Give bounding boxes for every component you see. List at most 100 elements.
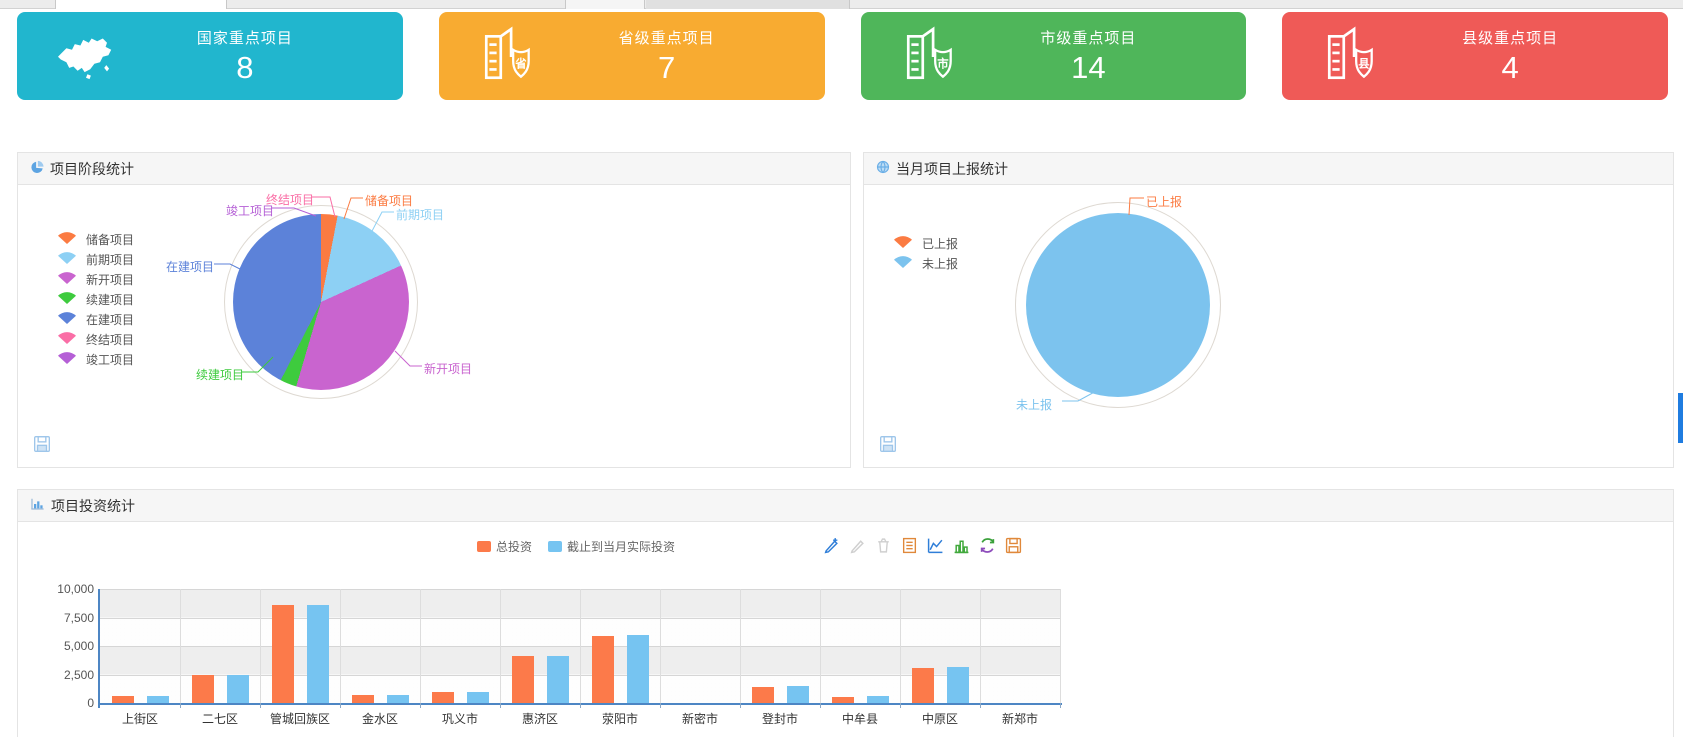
bar-total[interactable] [831, 696, 854, 703]
browser-tab-strip[interactable] [0, 0, 1683, 9]
grid-vline [980, 589, 981, 703]
bar-actual[interactable] [946, 667, 969, 703]
legend-item[interactable]: 终结项目 [56, 329, 134, 349]
bar-total[interactable] [191, 674, 214, 703]
legend-marker-fan-icon [56, 231, 78, 247]
stat-card-text: 市级重点项目 14 [861, 27, 1247, 86]
stat-card-value: 14 [1071, 49, 1106, 85]
stat-card-label: 国家重点项目 [196, 29, 293, 47]
legend-item[interactable]: 续建项目 [56, 289, 134, 309]
panel-investment-header: 项目投资统计 [18, 490, 1673, 522]
legend-label: 截止到当月实际投资 [567, 540, 676, 554]
pie[interactable] [1026, 213, 1210, 397]
save-as-image-button[interactable] [878, 435, 898, 455]
legend-item[interactable]: 储备项目 [56, 229, 134, 249]
pie-callout-label: 竣工项目 [226, 204, 275, 218]
x-category-label: 中牟县 [841, 712, 878, 726]
legend-item[interactable]: 已上报 [892, 233, 958, 253]
stat-card-label: 省级重点项目 [618, 29, 715, 47]
svg-text:省: 省 [514, 56, 527, 70]
legend-label: 在建项目 [86, 312, 135, 327]
bar-total[interactable] [351, 695, 374, 703]
stat-card-national[interactable]: 国家重点项目 8 [17, 12, 403, 100]
legend-swatch-icon [548, 541, 563, 552]
x-category-label: 金水区 [361, 712, 398, 726]
edit-pencil-add-icon[interactable] [822, 537, 840, 555]
bar-actual[interactable] [866, 696, 889, 703]
x-tick [820, 703, 821, 708]
bar-actual[interactable] [626, 635, 649, 703]
grid-vline [740, 589, 741, 703]
save-image-icon[interactable] [1004, 537, 1022, 555]
grid-vline [900, 589, 901, 703]
grid-vline [180, 589, 181, 703]
x-category-label: 管城回族区 [269, 712, 330, 726]
browser-tab[interactable] [55, 0, 227, 9]
bar-total[interactable] [271, 604, 294, 703]
legend-item[interactable]: 新开项目 [56, 269, 134, 289]
globe-icon [876, 160, 890, 177]
delete-trash-icon[interactable] [874, 537, 892, 555]
edit-pencil-icon[interactable] [848, 537, 866, 555]
bar-actual[interactable] [146, 696, 169, 703]
bar-total[interactable] [511, 656, 534, 703]
x-tick [900, 703, 901, 708]
bar-total[interactable] [431, 692, 454, 703]
legend-label: 储备项目 [86, 232, 135, 247]
stat-card-text: 省级重点项目 7 [439, 27, 825, 86]
x-tick [340, 703, 341, 708]
browser-tab[interactable] [646, 0, 850, 9]
stat-card-county[interactable]: 县 县级重点项目 4 [1282, 12, 1668, 100]
legend-item[interactable]: 截止到当月实际投资 [548, 538, 675, 555]
pie-callout-label: 在建项目 [166, 260, 215, 274]
scrollbar-thumb[interactable] [1678, 393, 1683, 443]
legend-item[interactable]: 未上报 [892, 253, 958, 273]
bar-actual[interactable] [466, 692, 489, 703]
data-view-icon[interactable] [900, 537, 918, 555]
x-tick [420, 703, 421, 708]
panel-month-report: 当月项目上报统计 已上报 未上报 已上报 未上报 [863, 152, 1674, 468]
stat-card-value: 8 [236, 49, 254, 85]
x-tick [1060, 703, 1061, 708]
x-tick [580, 703, 581, 708]
legend-item[interactable]: 在建项目 [56, 309, 134, 329]
bar-total[interactable] [911, 667, 934, 703]
legend-item[interactable]: 竣工项目 [56, 349, 134, 369]
legend-marker-fan-icon [56, 331, 78, 347]
save-as-image-button[interactable] [32, 435, 52, 455]
svg-text:市: 市 [937, 56, 949, 70]
bar-actual[interactable] [226, 674, 249, 703]
legend-item[interactable]: 总投资 [477, 538, 532, 555]
x-category-label: 惠济区 [521, 712, 558, 726]
bar-total[interactable] [591, 635, 614, 703]
stage-pie-chart: 储备项目 前期项目 新开项目 续建项目 在建项目 终结项目 竣工项目 终结项目 储备项目 前期项目… [18, 185, 850, 468]
bar-total[interactable] [111, 696, 134, 703]
bar-actual[interactable] [306, 604, 329, 703]
bar-total[interactable] [751, 687, 774, 703]
legend-marker-fan-icon [892, 235, 914, 251]
pie-callout-label: 储备项目 [365, 194, 414, 208]
china-map-icon [51, 26, 121, 86]
x-category-label: 中原区 [921, 712, 958, 726]
legend-marker-fan-icon [56, 311, 78, 327]
stat-card-provincial[interactable]: 省 省级重点项目 7 [438, 12, 825, 100]
legend-item[interactable]: 前期项目 [56, 249, 134, 269]
legend-marker-fan-icon [56, 351, 78, 367]
panel-title: 项目阶段统计 [50, 160, 134, 177]
panel-project-stage: 项目阶段统计 储备项目 前期项目 新开项目 续建项目 在建项目 终结项目 竣工项目 终结项目储… [17, 152, 851, 468]
bar-chart-icon[interactable] [952, 537, 970, 555]
x-tick [260, 703, 261, 708]
line-chart-icon[interactable] [926, 537, 944, 555]
stat-card-text: 县级重点项目 4 [1282, 27, 1668, 86]
investment-bar-chart: 总投资 截止到当月实际投资 0 2,500 5,000 7,500 10,000 上街区 二七区… [18, 522, 1673, 737]
legend-label: 竣工项目 [86, 352, 135, 367]
bar-actual[interactable] [546, 656, 569, 703]
bar-actual[interactable] [786, 686, 809, 703]
stat-card-municipal[interactable]: 市 市级重点项目 14 [860, 12, 1247, 100]
browser-tab[interactable] [565, 0, 645, 9]
pie-callout-lines [1062, 197, 1144, 402]
restore-icon[interactable] [978, 537, 996, 555]
legend-label: 已上报 [922, 236, 959, 251]
pie[interactable] [233, 214, 409, 390]
bar-actual[interactable] [386, 695, 409, 703]
